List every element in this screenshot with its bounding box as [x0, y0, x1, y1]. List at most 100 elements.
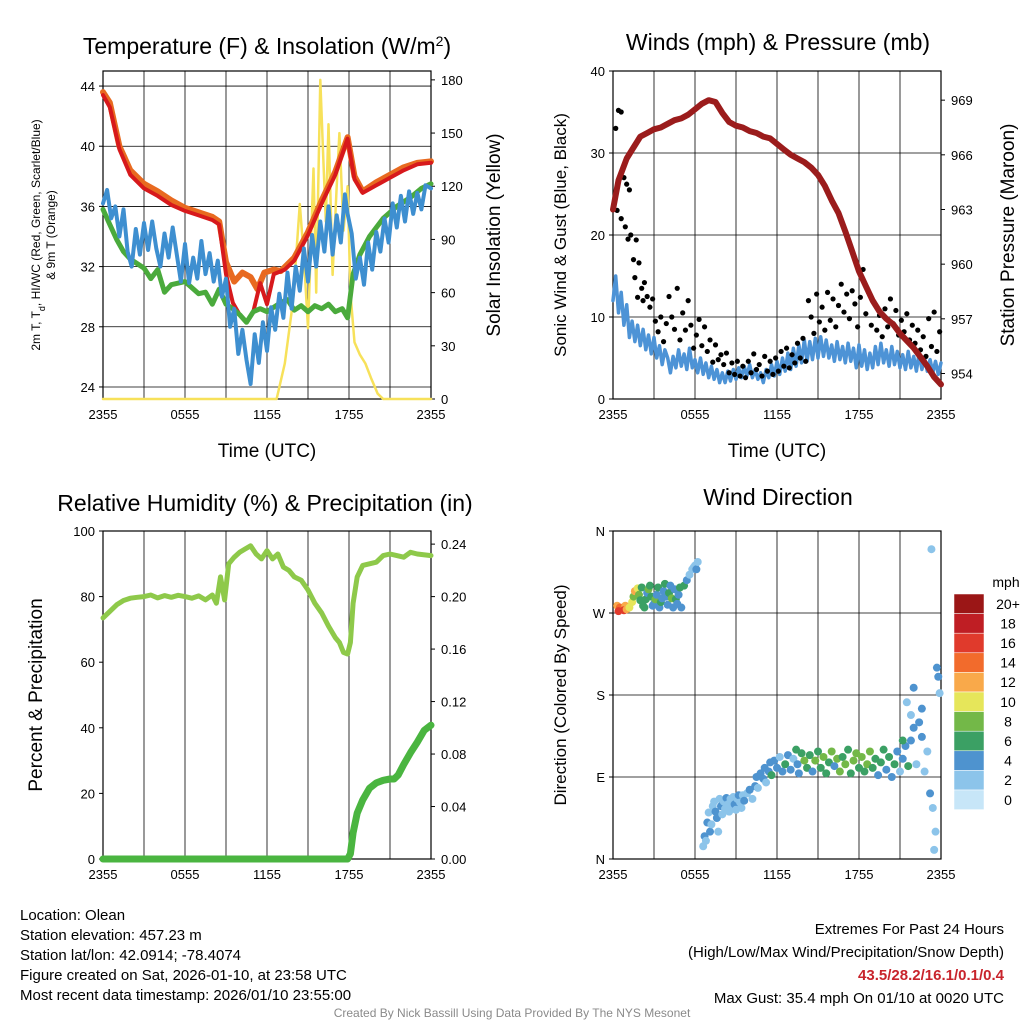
y2-tick-label: 60 [441, 286, 455, 301]
y-tick-label: S [596, 688, 605, 703]
direction-point [767, 771, 776, 780]
y-tick-label: 10 [591, 310, 605, 325]
extremes-values: 43.5/28.2/16.1/0.1/0.4 [858, 967, 1004, 984]
x-tick-label: 1155 [763, 407, 791, 422]
y2-tick-label: 0.08 [441, 747, 466, 762]
gust-point [816, 319, 822, 325]
direction-point [934, 672, 943, 681]
legend-label: 8 [1004, 713, 1012, 729]
gust-point [885, 324, 891, 330]
gust-point [618, 216, 624, 222]
gust-point [639, 285, 645, 291]
gust-point [923, 353, 929, 359]
direction-point [827, 747, 836, 756]
y2-tick-label: 0.16 [441, 642, 466, 657]
direction-point [890, 760, 899, 769]
gust-point [658, 314, 664, 320]
gust-point [707, 337, 713, 343]
direction-point [789, 754, 798, 763]
gust-point [674, 285, 680, 291]
gust-point [846, 316, 853, 322]
direction-point [706, 827, 715, 836]
gust-point [822, 327, 828, 333]
relative-humidity-line [100, 543, 434, 657]
max-gust-text: Max Gust: 35.4 mph On 01/10 at 0020 UTC [713, 990, 1004, 1007]
created-text: Figure created on Sat, 2026-01-10, at 23… [20, 967, 347, 984]
x-tick-label: 2355 [417, 407, 446, 422]
gust-point [647, 304, 653, 310]
gust-point [838, 281, 844, 287]
direction-point [692, 565, 701, 574]
location-text: Location: Olean [20, 907, 126, 924]
direction-point [800, 756, 809, 765]
chart-title: Relative Humidity (%) & Precipitation (i… [57, 490, 472, 516]
gust-point [852, 301, 858, 307]
direction-point [904, 762, 913, 771]
gust-point [712, 342, 719, 348]
direction-point [781, 760, 790, 769]
gust-point [640, 298, 646, 304]
x-tick-label: 2355 [89, 867, 118, 882]
gust-point [748, 370, 754, 376]
gust-point [693, 332, 699, 338]
direction-point [704, 808, 713, 817]
gust-point [759, 373, 765, 379]
station-info: Location: Olean Station elevation: 457.2… [20, 906, 351, 1006]
gust-point [786, 365, 792, 371]
gust-point [622, 224, 628, 230]
gust-point [669, 314, 675, 320]
gust-point [742, 375, 749, 381]
direction-point [931, 827, 940, 836]
gust-point [745, 358, 751, 364]
y-tick-label: 20 [591, 228, 605, 243]
y-tick-label: 20 [81, 786, 95, 801]
y2-tick-label: 180 [441, 73, 463, 88]
gust-point [805, 298, 812, 304]
humidity-precip-chart: 2355 0555 1155 1755 23550204060801000.000.04… [26, 490, 473, 882]
gust-point [814, 291, 820, 297]
gust-point [915, 327, 921, 333]
direction-point [714, 827, 723, 836]
x-axis-label: Time (UTC) [218, 441, 317, 462]
y2-tick-label: 0.20 [441, 590, 466, 605]
y2-tick-label: 969 [951, 93, 973, 108]
direction-point [857, 752, 866, 761]
direction-point [868, 763, 877, 772]
y2-tick-label: 90 [441, 232, 455, 247]
direction-point [906, 736, 915, 745]
gust-point [655, 329, 661, 335]
x-tick-label: 1155 [253, 407, 281, 422]
gust-point [710, 359, 716, 365]
gust-point [773, 355, 779, 361]
gust-point [644, 293, 650, 300]
gust-point [909, 322, 915, 328]
gust-point [701, 324, 708, 330]
direction-point [915, 718, 924, 727]
legend-label: 2 [1004, 772, 1012, 788]
y2-tick-label: 960 [951, 257, 973, 272]
direction-point [898, 754, 907, 763]
x-tick-label: 0555 [681, 867, 710, 882]
x-tick-label: 1755 [335, 867, 364, 882]
y-tick-label: 40 [81, 139, 95, 154]
gust-point [841, 309, 847, 315]
extremes-title: Extremes For Past 24 Hours [814, 921, 1004, 938]
x-tick-label: 1155 [253, 867, 281, 882]
gust-point [849, 288, 855, 294]
chart-title: Wind Direction [703, 484, 853, 510]
gust-point [726, 370, 732, 376]
credit-line: Created By Nick Bassill Using Data Provi… [333, 1006, 691, 1020]
direction-point [885, 752, 894, 761]
direction-point [932, 663, 941, 672]
gust-point [732, 371, 738, 377]
legend-swatch [953, 789, 985, 810]
legend-label: 16 [1000, 635, 1016, 651]
gust-point [808, 314, 814, 320]
gust-point [792, 360, 798, 366]
y-tick-label: W [593, 606, 606, 621]
gust-point [626, 187, 633, 193]
direction-point [786, 765, 795, 774]
y-tick-label: N [596, 524, 605, 539]
gust-point [641, 279, 648, 286]
